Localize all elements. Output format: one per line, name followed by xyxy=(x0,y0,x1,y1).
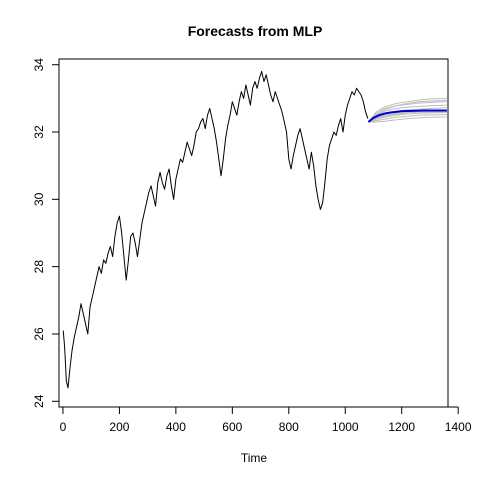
plot-area xyxy=(58,58,449,408)
x-tick-label: 1400 xyxy=(445,420,472,434)
x-axis-label: Time xyxy=(241,451,268,465)
x-tick-label: 0 xyxy=(60,420,67,434)
forecast-path-line-9 xyxy=(368,111,447,123)
y-tick-label: 30 xyxy=(32,192,46,206)
history-series xyxy=(62,70,369,389)
forecast-mean-line xyxy=(367,109,447,123)
forecast-path-line-8 xyxy=(368,99,447,123)
plot-frame xyxy=(58,58,449,408)
forecast-path-line-0 xyxy=(367,97,447,123)
x-tick-label: 1000 xyxy=(332,420,359,434)
y-tick-label: 26 xyxy=(32,327,46,341)
x-tick-label: 200 xyxy=(109,420,129,434)
chart-title: Forecasts from MLP xyxy=(188,23,323,39)
forecast-path-line-5 xyxy=(368,112,447,123)
y-tick-label: 28 xyxy=(32,260,46,274)
forecast-mean-series xyxy=(367,109,447,123)
forecast-path-line-6 xyxy=(368,114,447,123)
y-tick-label: 34 xyxy=(32,58,46,72)
y-tick-label: 32 xyxy=(32,125,46,139)
x-tick-label: 400 xyxy=(166,420,186,434)
y-tick-label: 24 xyxy=(32,394,46,408)
history-line xyxy=(62,70,369,389)
x-axis: 0 200 400 600 800 1000 1200 1400 xyxy=(60,406,472,434)
y-axis: 24 26 28 30 32 34 xyxy=(32,58,60,408)
x-tick-label: 600 xyxy=(222,420,242,434)
x-tick-label: 800 xyxy=(279,420,299,434)
forecast-path-line-7 xyxy=(368,116,447,123)
x-tick-label: 1200 xyxy=(388,420,415,434)
